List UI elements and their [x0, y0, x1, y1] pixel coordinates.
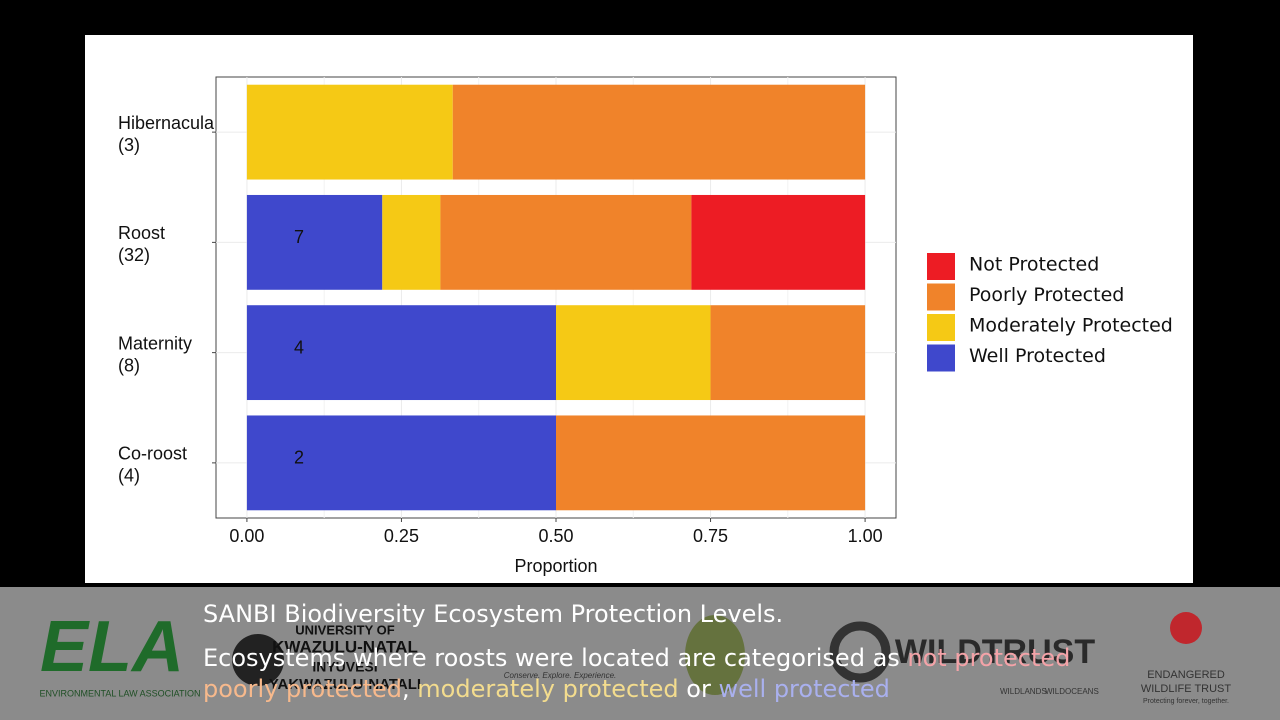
logo-text: YAKWAZULU-NATALI: [269, 676, 421, 693]
logo-text: WILDLIFE TRUST: [1141, 683, 1232, 695]
logo-text: Protecting forever, together.: [1143, 698, 1229, 705]
x-tick-label: 0.00: [229, 526, 264, 546]
caption-segment: poorly protected: [203, 675, 402, 703]
caption-segment: or: [679, 675, 719, 703]
y-tick-label: (3): [118, 135, 140, 155]
logo-text: Conserve. Explore. Experience.: [504, 671, 617, 680]
legend-label: Poorly Protected: [969, 284, 1124, 306]
x-tick-label: 0.50: [538, 526, 573, 546]
logo-text: ENVIRONMENTAL LAW ASSOCIATION: [39, 688, 200, 698]
x-tick-label: 1.00: [848, 526, 883, 546]
logo-text: WILDOCEANS: [1045, 687, 1099, 696]
logo-icon: [232, 634, 284, 686]
logo-text: ENDANGERED: [1147, 669, 1225, 681]
annotation: 4: [294, 337, 304, 357]
caption-segment: moderately protected: [417, 675, 678, 703]
y-tick-label: (8): [118, 355, 140, 375]
logo-text: UNIVERSITY OF: [295, 622, 395, 637]
caption-segment: Ecosystems where roosts were located are…: [203, 644, 907, 672]
bar-segment: [556, 415, 866, 511]
y-tick-label: (32): [118, 245, 150, 265]
logo-icon: [685, 615, 745, 695]
logo: ELA: [40, 607, 184, 687]
y-tick-label: Co-roost: [118, 444, 187, 464]
caption-line: poorly protected, moderately protected o…: [203, 675, 890, 703]
logo-text: WILDTRUST: [895, 633, 1095, 671]
x-axis-label: Proportion: [514, 556, 597, 576]
y-tick-label: Hibernacula: [118, 113, 215, 133]
logo-icon: [1170, 612, 1202, 644]
bar-segment: [710, 305, 866, 401]
caption-segment: not protected: [907, 644, 1070, 672]
bar-segment: [691, 194, 866, 290]
annotation: 7: [294, 227, 304, 247]
logos: ELA ENVIRONMENTAL LAW ASSOCIATION UNIVER…: [39, 607, 1231, 705]
caption-line: SANBI Biodiversity Ecosystem Protection …: [203, 600, 783, 628]
legend-label: Not Protected: [969, 254, 1099, 276]
legend-label: Well Protected: [969, 345, 1106, 367]
logo-icon: [829, 621, 891, 683]
x-tick-label: 0.25: [384, 526, 419, 546]
logo-text: INYUVESI: [312, 659, 377, 675]
bar-segment: [440, 194, 692, 290]
logo-text: KWAZULU-NATAL: [272, 637, 418, 656]
bar-segment: [382, 194, 441, 290]
y-tick-label: (4): [118, 466, 140, 486]
legend-swatch: [927, 344, 955, 372]
bar-segment: [246, 194, 383, 290]
bar-segment: [246, 84, 453, 180]
bar-segment: [452, 84, 866, 180]
x-tick-label: 0.75: [693, 526, 728, 546]
caption-segment: ,: [402, 675, 417, 703]
chart: 0.00 0.25 0.50 0.75 1.00Hibernacula(3)Roost(…: [118, 77, 1173, 546]
bar-segment: [556, 305, 711, 401]
legend-swatch: [927, 253, 955, 280]
caption-line: Ecosystems where roosts were located are…: [203, 644, 1070, 672]
y-tick-label: Roost: [118, 223, 165, 243]
caption-segment: well protected: [718, 675, 889, 703]
footer-band: [0, 587, 1280, 720]
logo-text: WILDLANDS: [1000, 687, 1047, 696]
bar-segment: [246, 415, 556, 511]
y-tick-label: Maternity: [118, 333, 192, 353]
legend-swatch: [927, 283, 955, 311]
annotation: 2: [294, 448, 304, 468]
legend-label: Moderately Protected: [969, 315, 1173, 337]
bar-segment: [246, 305, 556, 401]
legend-swatch: [927, 314, 955, 341]
